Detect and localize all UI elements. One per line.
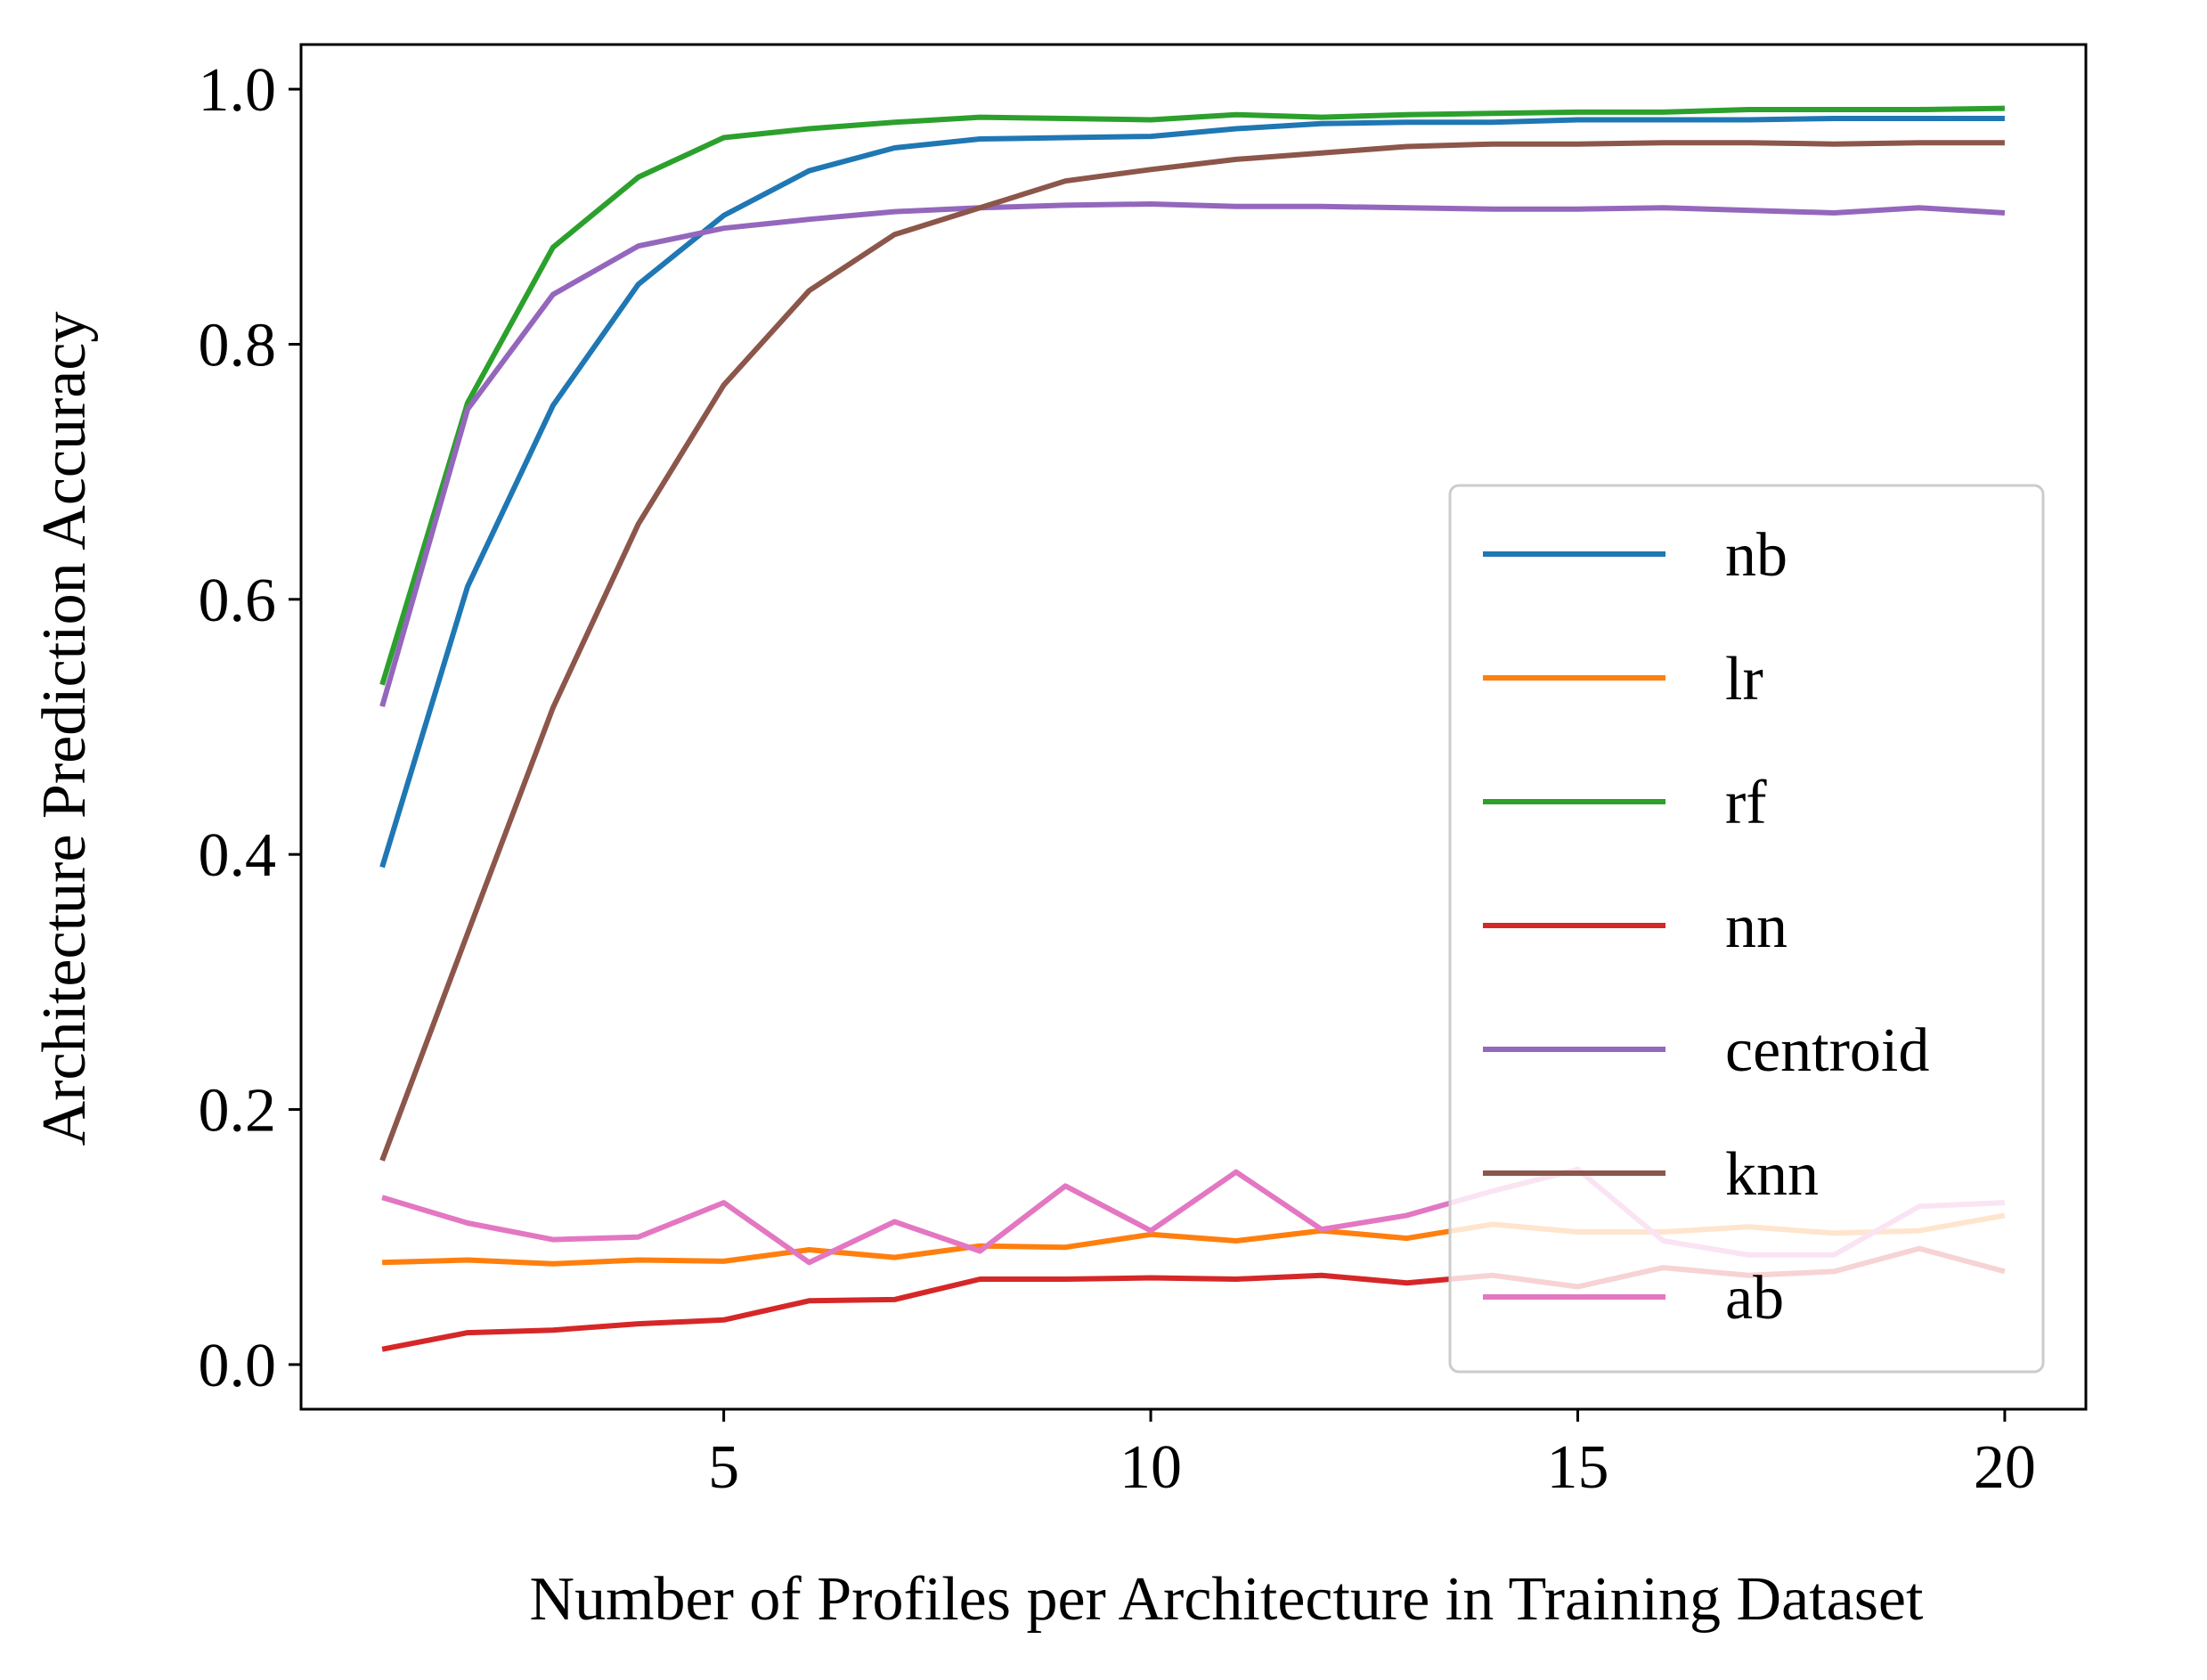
y-tick-label: 1.0 bbox=[199, 56, 277, 125]
x-tick-label: 10 bbox=[1120, 1433, 1182, 1502]
axes-frame bbox=[299, 43, 2088, 1411]
legend-label-lr: lr bbox=[1725, 645, 1763, 714]
x-axis-label: Number of Profiles per Architecture in T… bbox=[530, 1565, 1924, 1634]
y-tick-label: 0.6 bbox=[199, 567, 277, 635]
axis-ticks: 5 10 15 20 0.0 0.2 0.4 0.6 0.8 1.0 bbox=[199, 56, 2036, 1502]
legend: nb lr rf nn centroid knn ab bbox=[1448, 484, 2045, 1374]
legend-label-rf: rf bbox=[1725, 769, 1767, 837]
legend-label-ab: ab bbox=[1725, 1264, 1784, 1333]
series-line-knn bbox=[379, 140, 2005, 1162]
x-tick-label: 5 bbox=[708, 1433, 739, 1502]
series-line-nb bbox=[379, 116, 2005, 869]
legend-label-knn: knn bbox=[1725, 1140, 1819, 1209]
y-tick-label: 0.2 bbox=[199, 1077, 277, 1146]
series-line-centroid bbox=[379, 201, 2006, 707]
y-tick-label: 0.4 bbox=[199, 821, 277, 890]
legend-label-centroid: centroid bbox=[1725, 1016, 1929, 1085]
legend-label-nb: nb bbox=[1725, 521, 1788, 590]
legend-label-nn: nn bbox=[1725, 893, 1788, 961]
y-tick-label: 0.0 bbox=[199, 1332, 277, 1400]
legend-box bbox=[1448, 484, 2045, 1374]
x-tick-label: 15 bbox=[1546, 1433, 1608, 1502]
series-line-rf bbox=[379, 105, 2005, 686]
x-tick-label: 20 bbox=[1974, 1433, 2036, 1502]
y-tick-label: 0.8 bbox=[199, 311, 277, 379]
y-axis-label: Architecture Prediction Accuracy bbox=[30, 312, 99, 1146]
